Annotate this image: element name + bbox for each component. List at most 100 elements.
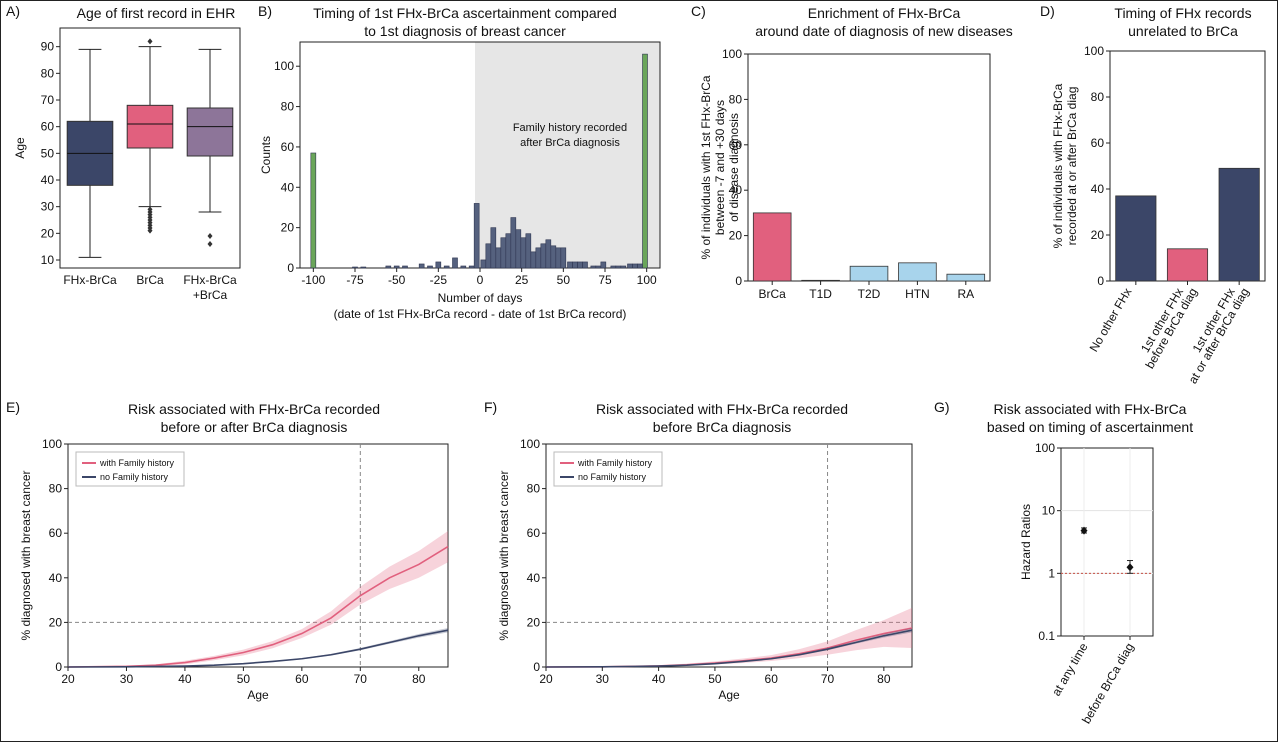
panel-b-xtick-label: 50 — [557, 273, 571, 287]
panel-d-bar — [1218, 167, 1260, 282]
panel-b-xtick-label: -50 — [388, 273, 406, 287]
panel-b-bar — [550, 245, 557, 269]
panel-c-bar — [849, 265, 889, 282]
panel-e-ytick-label: 40 — [49, 571, 63, 585]
panel-f-xtick-label: 70 — [821, 672, 835, 686]
panel-f-xtick-label: 50 — [708, 672, 722, 686]
panel-d-ylabel: % of individuals with FHx-BrCa — [1051, 83, 1065, 248]
panel-d-ylabel: recorded at or after BrCa diag — [1065, 87, 1079, 246]
panel-b-bar — [443, 265, 450, 269]
panel-g-label: G) — [934, 399, 950, 415]
panel-c-ylabel: between -7 and +30 days — [713, 100, 727, 235]
panel-b-xtick-label: 0 — [477, 273, 484, 287]
panel-c-ytick-label: 40 — [729, 183, 743, 197]
panel-a-outlier — [207, 241, 213, 247]
panel-d-ytick-label: 60 — [1091, 136, 1105, 150]
panel-c-ytick-label: 20 — [729, 229, 743, 243]
panel-c-category-label: BrCa — [759, 287, 787, 301]
panel-b-bar — [485, 243, 492, 269]
panel-b-bar — [600, 261, 607, 269]
panel-b-bar — [525, 233, 532, 269]
panel-f-xtick-label: 60 — [765, 672, 779, 686]
panel-a-outlier — [147, 227, 153, 234]
panel-f-legend-box — [553, 451, 663, 487]
panel-b-xtick-label: 100 — [637, 273, 657, 287]
panel-a-category-label: BrCa — [136, 273, 164, 287]
panel-f-ytick-label: 60 — [527, 526, 541, 540]
panel-b-ylabel: Counts — [259, 136, 273, 174]
panel-d-title-line2: unrelated to BrCa — [1128, 23, 1238, 39]
panel-f-ytick-label: 100 — [520, 437, 540, 451]
panel-b-bar — [360, 266, 367, 269]
panel-e-xtick-label: 20 — [61, 672, 75, 686]
panel-a-ylabel: Age — [13, 137, 27, 159]
panel-g-category-label: at any time — [1049, 640, 1091, 698]
panel-c-label: C) — [691, 3, 706, 19]
panel-b-bar — [545, 239, 552, 269]
panel-b-bar — [310, 152, 317, 269]
panel-a-ytick-label: 20 — [41, 226, 55, 240]
panel-g-ytick-label: 1 — [1048, 566, 1055, 580]
panel-b-bar — [540, 243, 547, 269]
panel-b-bar — [427, 265, 433, 269]
panel-e-xlabel: Age — [247, 688, 269, 702]
panel-g-ylabel: Hazard Ratios — [1019, 504, 1033, 580]
panel-b-bar — [555, 247, 562, 269]
panel-e-xtick-label: 30 — [120, 672, 134, 686]
panel-g-title-line2: based on timing of ascertainment — [987, 419, 1193, 435]
panel-f-series-line — [545, 629, 913, 668]
panel-f-title-line1: Risk associated with FHx-BrCa recorded — [596, 401, 848, 417]
panel-c-title-line2: around date of diagnosis of new diseases — [755, 23, 1013, 39]
panel-e-title-line2: before or after BrCa diagnosis — [161, 419, 348, 435]
panel-d-bar — [1115, 195, 1157, 282]
panel-a-ytick-label: 30 — [41, 200, 55, 214]
panel-c-bar — [946, 273, 986, 282]
panel-f-xlabel: Age — [718, 688, 740, 702]
panel-c-title-line1: Enrichment of FHx-BrCa — [808, 5, 961, 21]
panel-b-bar — [610, 265, 617, 269]
panel-c-ytick-label: 0 — [735, 274, 742, 288]
panel-b-bar — [385, 265, 392, 269]
panel-f-ytick-label: 0 — [533, 660, 540, 674]
panel-b-xtick-label: 25 — [515, 273, 529, 287]
panel-b-ytick-label: 100 — [274, 59, 294, 73]
panel-g-ytick-label: 100 — [1035, 441, 1055, 455]
panel-b-xtick-label: 75 — [598, 273, 612, 287]
panel-b-bar — [615, 265, 622, 269]
panel-e-xtick-label: 60 — [295, 672, 309, 686]
panel-c-ylabel: of disease diagnosis — [727, 113, 741, 222]
panel-e-series-line — [67, 545, 449, 668]
panel-b-bar — [590, 265, 597, 269]
panel-a-category-label: +BrCa — [193, 288, 228, 302]
panel-g-ytick-label: 10 — [1042, 504, 1056, 518]
panel-a-box — [186, 107, 234, 157]
panel-b-bar — [460, 265, 467, 269]
panel-e-label: E) — [6, 399, 20, 415]
panel-c-ylabel: % of individuals with 1st FHx-BrCa — [699, 75, 713, 259]
panel-a-ytick-label: 90 — [41, 40, 55, 54]
panel-b-bar — [560, 247, 567, 269]
panel-d-category-label: No other FHx — [1087, 286, 1135, 355]
panel-b-bar — [435, 261, 442, 269]
panel-f-xtick-label: 20 — [539, 672, 553, 686]
panel-b-bar — [480, 259, 487, 269]
panel-g-point — [1080, 526, 1088, 535]
panel-c-bar — [752, 212, 792, 282]
panel-f-xtick-label: 80 — [877, 672, 891, 686]
panel-c-category-label: T2D — [858, 287, 881, 301]
panel-a-ytick-label: 60 — [41, 120, 55, 134]
panel-d-ytick-label: 20 — [1091, 228, 1105, 242]
panel-b-bar — [510, 217, 517, 269]
panel-b-annotation: after BrCa diagnosis — [520, 137, 620, 149]
panel-g-category-label: before BrCa diag — [1079, 641, 1136, 727]
panel-a-label: A) — [6, 3, 20, 19]
panel-b-xtick-label: -75 — [346, 273, 364, 287]
panel-b-ytick-label: 0 — [287, 261, 294, 275]
panel-b-title-line1: Timing of 1st FHx-BrCa ascertainment com… — [313, 5, 617, 21]
panel-e-xtick-label: 40 — [178, 672, 192, 686]
panel-c-ytick-label: 80 — [729, 92, 743, 106]
panel-f-title-line2: before BrCa diagnosis — [653, 419, 792, 435]
panel-b-ytick-label: 40 — [281, 180, 295, 194]
panel-f-xtick-label: 40 — [652, 672, 666, 686]
panel-b-bar — [418, 263, 425, 269]
